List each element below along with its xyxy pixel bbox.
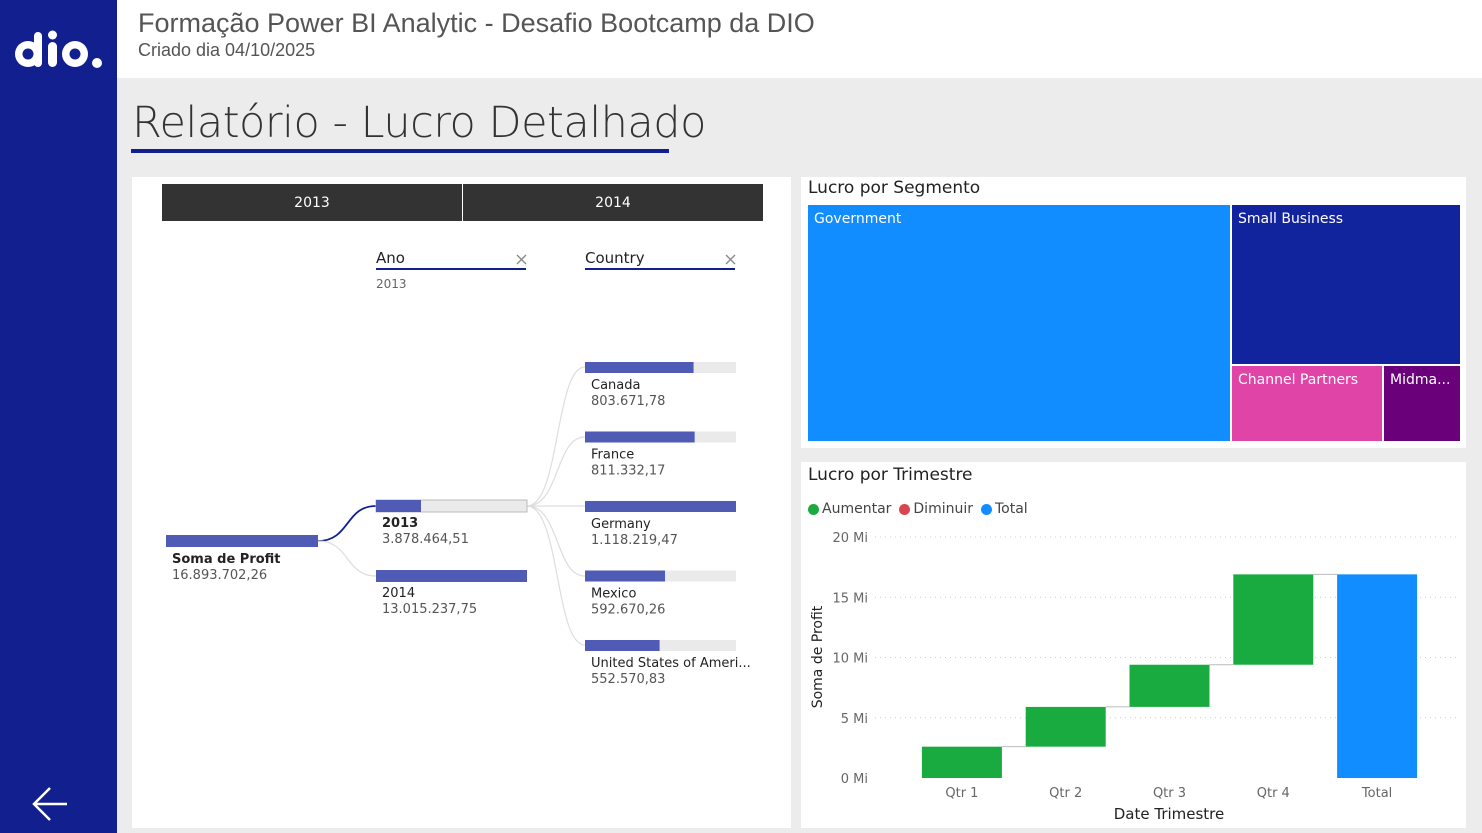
year-bar-fill [376, 500, 421, 512]
y-tick-label: 5 Mi [841, 712, 868, 727]
root-node[interactable]: Soma de Profit 16.893.702,26 [166, 535, 318, 583]
treemap-tile-small-business[interactable]: Small Business [1232, 205, 1460, 364]
x-tick-label: Qtr 4 [1257, 786, 1290, 801]
legend-item-total[interactable]: Total [981, 501, 1028, 517]
year-label: 2013 [382, 516, 418, 531]
decomposition-tree: Ano 2013 Country Soma de Profit 16.893.7… [166, 249, 751, 687]
waterfall-bar-qtr-1[interactable] [921, 746, 1002, 778]
page-title: Relatório - Lucro Detalhado [132, 98, 706, 148]
waterfall-title: Lucro por Trimestre [808, 465, 973, 485]
country-connectors [526, 366, 586, 646]
country-label: Mexico [591, 587, 636, 602]
level-header-country: Country [585, 249, 645, 267]
legend-item-aumentar[interactable]: Aumentar [808, 501, 891, 517]
y-tick-label: 10 Mi [832, 652, 868, 667]
country-bar-fill [585, 501, 736, 512]
legend-item-diminuir[interactable]: Diminuir [899, 501, 973, 517]
y-axis-label: Soma de Profit [810, 605, 826, 708]
year-value: 3.878.464,51 [382, 532, 469, 547]
level-selected-ano: 2013 [376, 277, 407, 291]
country-node[interactable]: United States of Ameri...552.570,83 [585, 640, 751, 687]
back-arrow-icon[interactable] [30, 784, 70, 824]
year-label: 2014 [382, 586, 415, 601]
waterfall-bar-total[interactable] [1337, 574, 1418, 778]
waterfall-chart: Soma de Profit Date Trimestre 0 Mi 5 Mi 10… [810, 531, 1458, 823]
x-tick-label: Qtr 1 [945, 786, 978, 801]
level-header-ano: Ano [376, 249, 405, 267]
legend-label: Aumentar [822, 501, 892, 517]
country-bar-fill [585, 640, 660, 651]
country-label: France [591, 448, 634, 463]
connector [317, 540, 377, 577]
dio-logo [15, 30, 102, 68]
country-label: Germany [591, 517, 651, 532]
treemap-title: Lucro por Segmento [808, 178, 981, 198]
report-header: Formação Power BI Analytic - Desafio Boo… [117, 0, 1482, 78]
year-value: 13.015.237,75 [382, 602, 477, 617]
slicer-2014[interactable]: 2014 [463, 184, 763, 221]
x-tick-label: Total [1361, 786, 1392, 801]
waterfall-bars: Qtr 1 Qtr 2 Qtr 3 Qtr 4 Total [921, 573, 1418, 801]
treemap-tile-midmarket[interactable]: Midma... [1384, 366, 1460, 441]
close-icon[interactable] [516, 254, 527, 265]
country-bar-fill [585, 431, 695, 443]
legend-dot [899, 503, 911, 515]
legend-label: Diminuir [913, 501, 973, 517]
waterfall-bar-qtr-4[interactable] [1233, 574, 1314, 665]
connector-selected [317, 505, 377, 542]
y-tick-label: 15 Mi [832, 591, 868, 606]
country-bar-fill [585, 570, 666, 582]
x-tick-label: Qtr 2 [1049, 786, 1082, 801]
country-value: 592.670,26 [591, 603, 665, 618]
country-value: 803.671,78 [591, 394, 665, 409]
country-label: Canada [591, 378, 640, 393]
legend-dot [808, 503, 819, 515]
root-value: 16.893.702,26 [172, 568, 267, 583]
country-value: 811.332,17 [591, 464, 665, 479]
sidebar [0, 0, 117, 833]
close-icon[interactable] [725, 254, 736, 265]
app-title: Formação Power BI Analytic - Desafio Boo… [138, 8, 815, 38]
country-bar-fill [585, 362, 694, 373]
country-value: 552.570,83 [591, 672, 665, 687]
title-underline [131, 149, 669, 153]
treemap-tile-government[interactable]: Government [808, 205, 1230, 441]
country-bar-track [585, 640, 736, 651]
year-bar-fill [376, 570, 527, 582]
waterfall-legend: Aumentar Diminuir Total [808, 501, 1028, 517]
app-subtitle: Criado dia 04/10/2025 [138, 40, 316, 60]
slicer-2013[interactable]: 2013 [162, 184, 462, 221]
y-tick-label: 0 Mi [841, 772, 868, 787]
legend-dot [981, 503, 992, 515]
root-label: Soma de Profit [172, 552, 281, 567]
x-axis-label: Date Trimestre [1114, 805, 1225, 823]
country-label: United States of Ameri... [591, 656, 751, 671]
waterfall-bar-qtr-2[interactable] [1025, 706, 1106, 747]
treemap-tile-channel-partners[interactable]: Channel Partners [1232, 366, 1382, 441]
legend-label: Total [995, 501, 1028, 517]
waterfall-bar-qtr-3[interactable] [1129, 664, 1210, 707]
x-tick-label: Qtr 3 [1153, 786, 1186, 801]
y-tick-label: 20 Mi [832, 531, 868, 546]
root-bar [166, 535, 318, 547]
country-value: 1.118.219,47 [591, 533, 678, 548]
